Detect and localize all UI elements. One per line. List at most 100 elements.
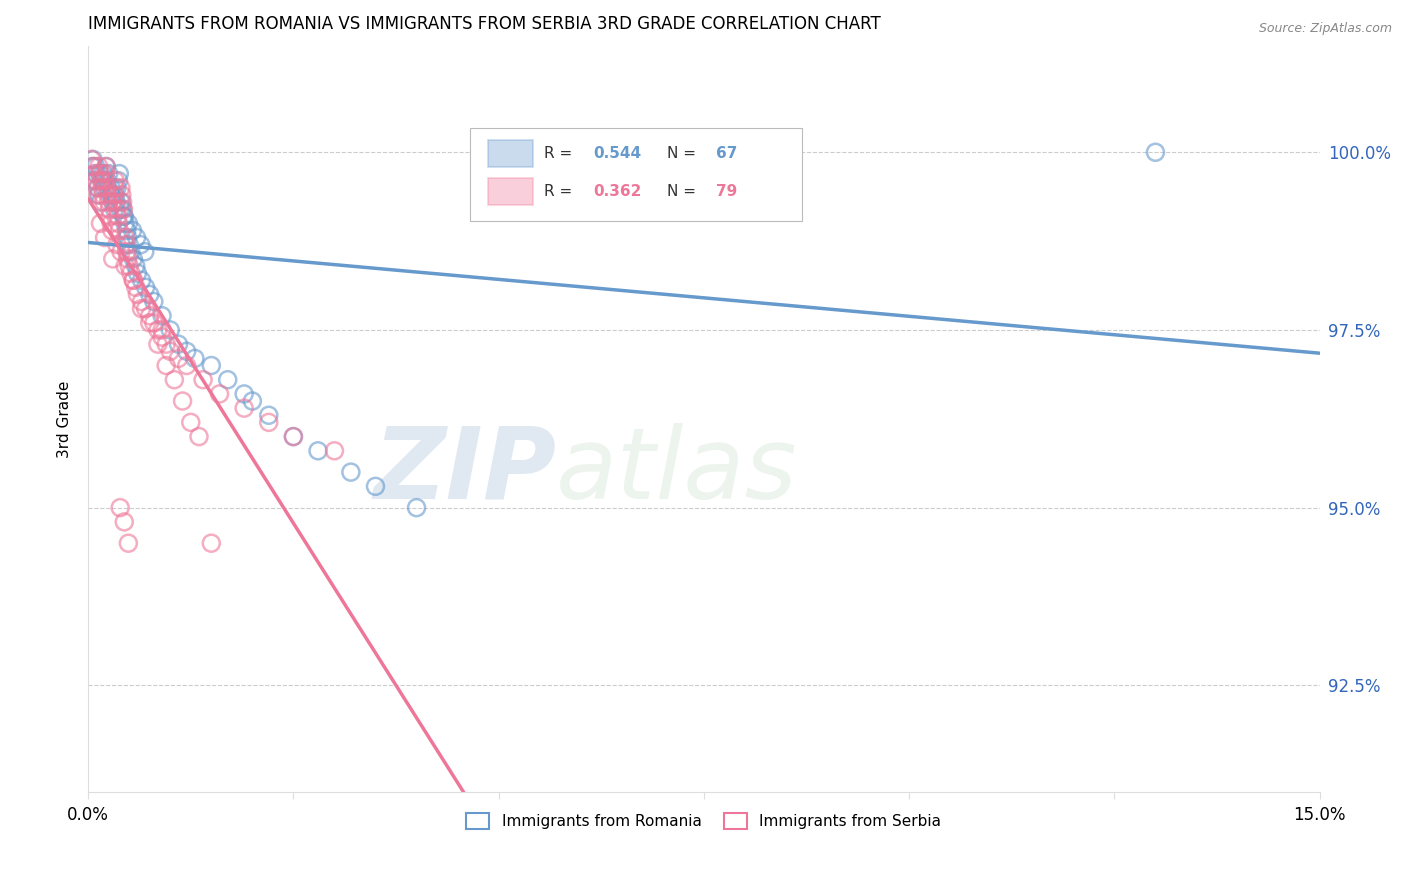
Point <box>112 209 135 223</box>
Text: Source: ZipAtlas.com: Source: ZipAtlas.com <box>1258 22 1392 36</box>
Text: IMMIGRANTS FROM ROMANIA VS IMMIGRANTS FROM SERBIA 3RD GRADE CORRELATION CHART: IMMIGRANTS FROM ROMANIA VS IMMIGRANTS FR… <box>89 15 882 33</box>
Point <box>208 387 231 401</box>
Point <box>103 188 125 202</box>
Point <box>217 373 239 387</box>
Y-axis label: 3rd Grade: 3rd Grade <box>58 380 72 458</box>
Point <box>98 202 121 216</box>
Point <box>97 181 120 195</box>
Text: 67: 67 <box>716 146 738 161</box>
Point <box>87 188 110 202</box>
Point <box>82 153 104 167</box>
Text: R =: R = <box>544 146 576 161</box>
Point <box>283 429 305 443</box>
Point <box>127 287 149 301</box>
Point <box>111 194 134 209</box>
Point <box>100 216 122 230</box>
Point <box>97 188 120 202</box>
Point <box>172 394 194 409</box>
Point <box>87 188 110 202</box>
Point <box>693 145 716 160</box>
Point <box>89 167 111 181</box>
Point <box>112 209 135 223</box>
Point <box>129 237 152 252</box>
Point <box>108 223 131 237</box>
Point <box>176 344 198 359</box>
Point <box>107 216 129 230</box>
Point <box>110 181 132 195</box>
Point <box>125 259 148 273</box>
Point <box>135 280 157 294</box>
Point <box>110 244 132 259</box>
Point <box>97 194 120 209</box>
Point <box>93 174 115 188</box>
Point <box>107 174 129 188</box>
Legend: Immigrants from Romania, Immigrants from Serbia: Immigrants from Romania, Immigrants from… <box>458 805 949 837</box>
Point <box>103 202 125 216</box>
Point <box>127 266 149 280</box>
Point <box>84 160 107 174</box>
Point <box>108 202 131 216</box>
Text: R =: R = <box>544 184 576 199</box>
Point <box>96 181 118 195</box>
Point <box>167 351 190 366</box>
Point <box>101 194 124 209</box>
Point <box>105 181 128 195</box>
Point <box>115 237 138 252</box>
Point <box>340 465 363 479</box>
Point <box>180 416 202 430</box>
Point <box>101 252 124 266</box>
Point <box>101 223 124 237</box>
Text: atlas: atlas <box>557 423 797 519</box>
Point <box>105 237 128 252</box>
Point <box>86 174 108 188</box>
Point <box>105 202 128 216</box>
Point <box>240 394 263 409</box>
Point <box>125 280 148 294</box>
Point <box>155 337 177 351</box>
Point <box>184 351 207 366</box>
Point <box>131 273 153 287</box>
Point <box>93 181 115 195</box>
Point <box>155 359 177 373</box>
Point <box>91 174 114 188</box>
Point <box>233 387 256 401</box>
Text: ZIP: ZIP <box>373 423 557 519</box>
Point <box>80 153 103 167</box>
Text: 79: 79 <box>716 184 738 199</box>
Point <box>150 330 173 344</box>
Point <box>118 259 141 273</box>
Point <box>108 167 131 181</box>
Point <box>82 160 104 174</box>
Point <box>101 188 124 202</box>
Point <box>103 181 125 195</box>
Point <box>112 515 135 529</box>
Point <box>159 344 181 359</box>
Point <box>91 167 114 181</box>
Point <box>83 167 105 181</box>
Point <box>104 188 127 202</box>
Point <box>94 167 117 181</box>
Point <box>83 174 105 188</box>
Point <box>93 230 115 244</box>
Point <box>93 194 115 209</box>
Text: 0.544: 0.544 <box>593 146 641 161</box>
Point <box>405 500 427 515</box>
Text: N =: N = <box>666 146 700 161</box>
Point <box>200 359 222 373</box>
FancyBboxPatch shape <box>488 140 533 168</box>
Point <box>114 216 136 230</box>
Point <box>257 409 280 423</box>
Point <box>98 209 121 223</box>
Point <box>87 160 110 174</box>
Point <box>91 181 114 195</box>
Point <box>142 316 165 330</box>
Point <box>115 244 138 259</box>
Point <box>146 337 169 351</box>
Point <box>108 500 131 515</box>
Point <box>86 167 108 181</box>
Point <box>104 174 127 188</box>
Point <box>87 181 110 195</box>
Point <box>138 287 160 301</box>
Text: N =: N = <box>666 184 700 199</box>
Point <box>200 536 222 550</box>
